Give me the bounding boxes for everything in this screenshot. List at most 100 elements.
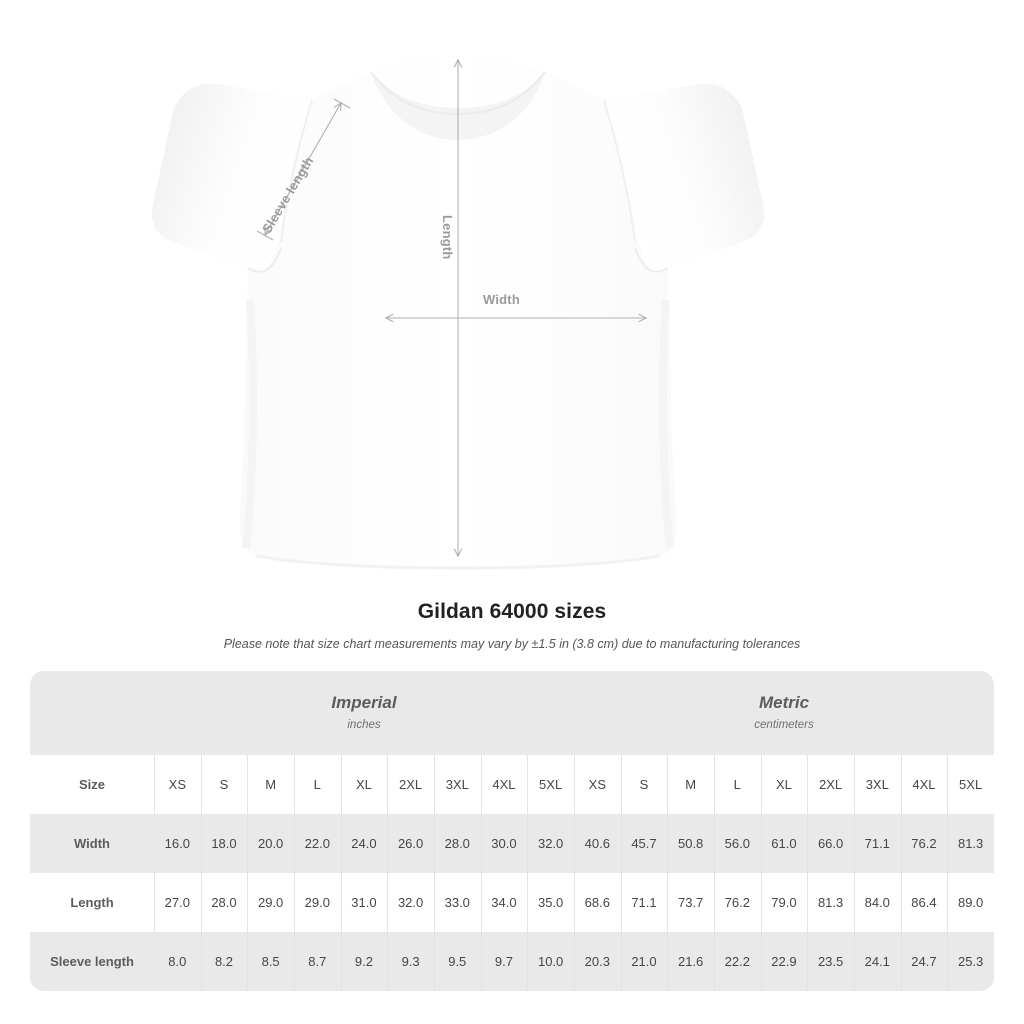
cell-sleeve-length-imperial-3xl: 9.5 bbox=[433, 932, 481, 991]
unit-name-metric: Metric bbox=[758, 693, 810, 712]
cell-sleeve-length-metric-3xl: 24.1 bbox=[853, 932, 901, 991]
size-header-cell-3xl-imperial: 3XL bbox=[433, 755, 481, 814]
cell-width-imperial-3xl: 28.0 bbox=[433, 814, 481, 873]
unit-header-spacer bbox=[30, 671, 154, 755]
row-label-length: Length bbox=[30, 873, 154, 932]
collar-ribbing bbox=[371, 72, 545, 140]
cell-length-metric-2xl: 81.3 bbox=[807, 873, 854, 932]
size-header-cell-m-imperial: M bbox=[247, 755, 294, 814]
cell-length-imperial-2xl: 32.0 bbox=[387, 873, 434, 932]
cell-width-metric-m: 50.8 bbox=[667, 814, 714, 873]
size-header-cell-s-metric: S bbox=[620, 755, 668, 814]
unit-sub-imperial: inches bbox=[347, 719, 381, 731]
cell-length-imperial-s: 28.0 bbox=[200, 873, 248, 932]
right-sleeve-seam bbox=[603, 99, 636, 243]
cell-width-imperial-4xl: 30.0 bbox=[480, 814, 528, 873]
cell-sleeve-length-metric-l: 22.2 bbox=[713, 932, 761, 991]
cell-length-metric-3xl: 84.0 bbox=[853, 873, 901, 932]
unit-header-imperial: Imperial inches bbox=[154, 671, 574, 755]
cell-sleeve-length-imperial-l: 8.7 bbox=[293, 932, 341, 991]
cell-width-imperial-l: 22.0 bbox=[293, 814, 341, 873]
size-header-cell-m-metric: M bbox=[667, 755, 714, 814]
cell-sleeve-length-imperial-m: 8.5 bbox=[247, 932, 294, 991]
size-header-cell-xl-imperial: XL bbox=[340, 755, 388, 814]
cell-sleeve-length-metric-xl: 22.9 bbox=[760, 932, 808, 991]
cell-length-metric-4xl: 86.4 bbox=[900, 873, 948, 932]
size-header-cell-l-imperial: L bbox=[293, 755, 341, 814]
cell-width-imperial-2xl: 26.0 bbox=[387, 814, 434, 873]
size-header-cell-5xl-metric: 5XL bbox=[947, 755, 994, 814]
cell-sleeve-length-metric-5xl: 25.3 bbox=[947, 932, 994, 991]
left-sleeve-hem bbox=[247, 247, 282, 273]
cell-length-metric-5xl: 89.0 bbox=[947, 873, 994, 932]
unit-header-row: Imperial inches Metric centimeters bbox=[30, 671, 994, 755]
table-row: Sleeve length 8.0 8.2 8.5 8.7 9.2 9.3 9.5 9.7 10.… bbox=[30, 932, 994, 991]
bottom-hem bbox=[457, 554, 661, 570]
size-header-cell-l-metric: L bbox=[713, 755, 761, 814]
size-header-cell-4xl-imperial: 4XL bbox=[480, 755, 528, 814]
cell-length-imperial-l: 29.0 bbox=[293, 873, 341, 932]
sleeve-tick-bottom bbox=[256, 230, 274, 241]
size-header-cell-xs-metric: XS bbox=[574, 755, 621, 814]
cell-length-imperial-m: 29.0 bbox=[247, 873, 294, 932]
cell-width-metric-s: 45.7 bbox=[620, 814, 668, 873]
cell-length-metric-l: 76.2 bbox=[713, 873, 761, 932]
cell-length-imperial-4xl: 34.0 bbox=[480, 873, 528, 932]
size-chart-table: Imperial inches Metric centimeters Size X… bbox=[30, 671, 994, 991]
cell-width-imperial-xl: 24.0 bbox=[340, 814, 388, 873]
cell-width-imperial-s: 18.0 bbox=[200, 814, 248, 873]
row-label-width: Width bbox=[30, 814, 154, 873]
size-chart-table-container: Imperial inches Metric centimeters Size X… bbox=[30, 671, 994, 991]
cell-sleeve-length-metric-4xl: 24.7 bbox=[900, 932, 948, 991]
table-row: Length 27.0 28.0 29.0 29.0 31.0 32.0 33.0 34.0 35… bbox=[30, 873, 994, 932]
cell-sleeve-length-imperial-4xl: 9.7 bbox=[480, 932, 528, 991]
cell-width-metric-2xl: 66.0 bbox=[807, 814, 854, 873]
title-block: Gildan 64000 sizes Please note that size… bbox=[0, 598, 1024, 652]
size-header-cell-2xl-imperial: 2XL bbox=[387, 755, 434, 814]
cell-sleeve-length-metric-m: 21.6 bbox=[667, 932, 714, 991]
unit-name-imperial: Imperial bbox=[331, 693, 397, 712]
size-header-cell-xl-metric: XL bbox=[760, 755, 808, 814]
cell-width-metric-xs: 40.6 bbox=[574, 814, 621, 873]
size-header-cell-4xl-metric: 4XL bbox=[900, 755, 948, 814]
cell-width-metric-xl: 61.0 bbox=[760, 814, 808, 873]
tshirt-diagram: Width Length Sleeve length bbox=[152, 56, 764, 570]
unit-header-metric: Metric centimeters bbox=[574, 671, 994, 755]
cell-sleeve-length-metric-s: 21.0 bbox=[620, 932, 668, 991]
cell-length-metric-s: 71.1 bbox=[620, 873, 668, 932]
length-label: Length bbox=[440, 215, 455, 260]
right-body-shadow bbox=[659, 299, 674, 549]
cell-sleeve-length-imperial-5xl: 10.0 bbox=[527, 932, 574, 991]
cell-width-imperial-5xl: 32.0 bbox=[527, 814, 574, 873]
bottom-hem-left bbox=[255, 554, 459, 570]
cell-length-imperial-5xl: 35.0 bbox=[527, 873, 574, 932]
cell-width-imperial-m: 20.0 bbox=[247, 814, 294, 873]
row-label-sleeve-length: Sleeve length bbox=[30, 932, 154, 991]
cell-sleeve-length-metric-2xl: 23.5 bbox=[807, 932, 854, 991]
cell-width-imperial-xs: 16.0 bbox=[154, 814, 201, 873]
unit-sub-metric: centimeters bbox=[754, 719, 814, 731]
cell-width-metric-4xl: 76.2 bbox=[900, 814, 948, 873]
size-header-cell-2xl-metric: 2XL bbox=[807, 755, 854, 814]
cell-length-metric-m: 73.7 bbox=[667, 873, 714, 932]
cell-sleeve-length-imperial-xs: 8.0 bbox=[154, 932, 201, 991]
cell-length-imperial-3xl: 33.0 bbox=[433, 873, 481, 932]
size-header-cell-3xl-metric: 3XL bbox=[853, 755, 901, 814]
cell-length-imperial-xs: 27.0 bbox=[154, 873, 201, 932]
measurement-lines bbox=[256, 58, 648, 558]
cell-width-metric-3xl: 71.1 bbox=[853, 814, 901, 873]
cell-length-metric-xl: 79.0 bbox=[760, 873, 808, 932]
page-title: Gildan 64000 sizes bbox=[417, 600, 607, 623]
cell-sleeve-length-imperial-2xl: 9.3 bbox=[387, 932, 434, 991]
sleeve-tick-top bbox=[333, 98, 351, 109]
cell-width-metric-5xl: 81.3 bbox=[947, 814, 994, 873]
table-row: Size XS S M L XL 2XL 3XL 4XL 5XL XS S M L XL 2XL 3XL 4XL 5… bbox=[30, 755, 994, 814]
table-row: Width 16.0 18.0 20.0 22.0 24.0 26.0 28.0 30.0 32.… bbox=[30, 814, 994, 873]
cell-length-metric-xs: 68.6 bbox=[574, 873, 621, 932]
tolerance-note: Please note that size chart measurements… bbox=[223, 637, 801, 651]
left-body-shadow bbox=[242, 299, 257, 549]
cell-width-metric-l: 56.0 bbox=[713, 814, 761, 873]
tshirt-illustration bbox=[152, 56, 764, 570]
size-header-cell-s-imperial: S bbox=[200, 755, 248, 814]
cell-sleeve-length-metric-xs: 20.3 bbox=[574, 932, 621, 991]
